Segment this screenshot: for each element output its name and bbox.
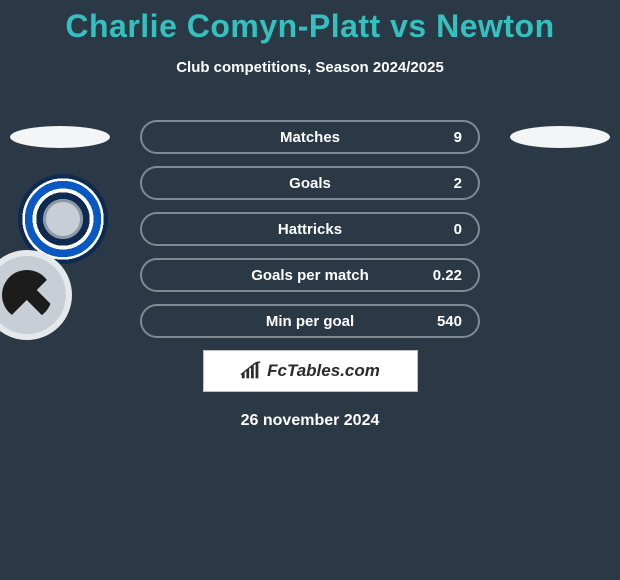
stat-label: Hattricks [142, 214, 478, 244]
date-label: 26 november 2024 [0, 412, 620, 430]
stat-right-value: 9 [454, 122, 462, 152]
stat-row-hattricks: Hattricks 0 [140, 212, 480, 246]
stat-row-min-per-goal: Min per goal 540 [140, 304, 480, 338]
stat-row-goals: Goals 2 [140, 166, 480, 200]
brand-label: FcTables.com [267, 361, 380, 381]
stat-label: Matches [142, 122, 478, 152]
stat-label: Min per goal [142, 306, 478, 336]
stat-row-matches: Matches 9 [140, 120, 480, 154]
stat-row-goals-per-match: Goals per match 0.22 [140, 258, 480, 292]
page-title: Charlie Comyn-Platt vs Newton [0, 0, 620, 45]
stat-right-value: 0.22 [433, 260, 462, 290]
stat-label: Goals per match [142, 260, 478, 290]
brand-box[interactable]: FcTables.com [203, 350, 418, 392]
stat-right-value: 0 [454, 214, 462, 244]
bar-chart-icon [240, 361, 262, 381]
stat-right-value: 540 [437, 306, 462, 336]
stat-label: Goals [142, 168, 478, 198]
stat-right-value: 2 [454, 168, 462, 198]
stats-container: Matches 9 Goals 2 Hattricks 0 Goals per … [0, 120, 620, 430]
subtitle: Club competitions, Season 2024/2025 [0, 59, 620, 76]
